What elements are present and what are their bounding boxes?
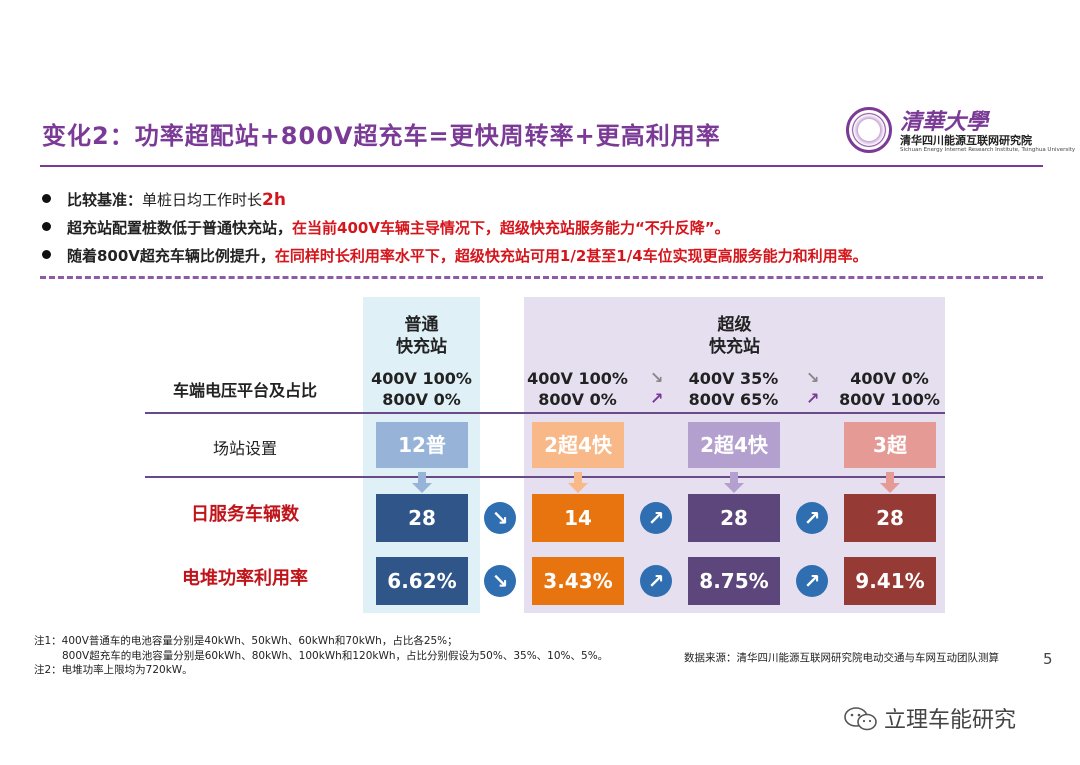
arrow-down-icon: [568, 472, 588, 493]
voltage-col-3: 400V 35% 800V 65%: [676, 368, 791, 410]
note-1a: 注1：400V普通车的电池容量分别是40kWh、50kWh、60kWh和70kW…: [34, 635, 458, 647]
col-head-normal: 普通 快充站: [363, 314, 480, 358]
bullet-red: 2h: [262, 190, 286, 210]
logo-cn-name: 清華大學: [900, 109, 989, 135]
page-number: 5: [1043, 650, 1053, 668]
trend-down-icon: ↘: [650, 368, 664, 387]
row-label-vehicles: 日服务车辆数: [191, 504, 299, 525]
bullet-dot: [42, 250, 51, 259]
note-1b: 800V超充车的电池容量分别是60kWh、80kWh、100kWh和120kWh…: [62, 650, 609, 662]
bullet-1: 比较基准：单桩日均工作时长2h: [42, 189, 286, 210]
voltage-800: 800V 0%: [382, 390, 461, 409]
decrease-arrow-icon: ↘: [484, 565, 516, 597]
increase-arrow-icon: ↗: [796, 565, 828, 597]
col-head-line: 快充站: [709, 337, 760, 357]
config-cell-4: 3超: [844, 422, 936, 468]
decrease-arrow-icon: ↘: [484, 502, 516, 534]
vehicles-cell-1: 28: [376, 494, 468, 542]
voltage-400: 400V 100%: [371, 369, 472, 388]
row-label-voltage: 车端电压平台及占比: [172, 381, 317, 400]
config-cell-3: 2超4快: [688, 422, 780, 468]
row-separator: [145, 476, 945, 478]
dashed-divider: [40, 276, 1043, 279]
bullet-red: 在同样时长利用率水平下，超级快充站可用1/2甚至1/4车位实现更高服务能力和利用…: [274, 247, 868, 265]
increase-arrow-icon: ↗: [640, 502, 672, 534]
arrow-down-icon: [412, 472, 432, 493]
bullet-red: 在当前400V车辆主导情况下，超级快充站服务能力“不升反降”。: [292, 219, 730, 237]
logo-english: Sichuan Energy Internet Research Institu…: [900, 147, 1076, 153]
col-head-line: 普通: [404, 315, 439, 335]
voltage-col-1: 400V 100% 800V 0%: [363, 368, 480, 410]
voltage-col-2: 400V 100% 800V 0%: [520, 368, 635, 410]
voltage-800: 800V 0%: [538, 390, 617, 409]
page-title: 变化2：功率超配站+800V超充车=更快周转率+更高利用率: [42, 122, 721, 150]
col-head-super: 超级 快充站: [524, 314, 945, 358]
watermark-text: 立理车能研究: [884, 708, 1017, 733]
util-cell-2: 3.43%: [532, 557, 624, 605]
util-cell-4: 9.41%: [844, 557, 936, 605]
row-label-config: 场站设置: [212, 439, 277, 458]
voltage-800: 800V 100%: [839, 390, 940, 409]
wechat-icon: [844, 707, 877, 731]
bullet-2: 超充站配置桩数低于普通快充站，在当前400V车辆主导情况下，超级快充站服务能力“…: [42, 217, 730, 238]
bullet-normal: 单桩日均工作时长: [142, 191, 263, 209]
voltage-400: 400V 100%: [527, 369, 628, 388]
col-head-line: 超级: [717, 315, 752, 335]
vehicles-cell-4: 28: [844, 494, 936, 542]
arrow-down-icon: [724, 472, 744, 493]
row-separator: [145, 412, 945, 414]
util-cell-3: 8.75%: [688, 557, 780, 605]
university-seal-icon: [846, 107, 892, 153]
arrow-down-icon: [880, 472, 900, 493]
voltage-col-4: 400V 0% 800V 100%: [832, 368, 947, 410]
bullet-bold: 随着800V超充车辆比例提升，: [67, 247, 275, 265]
voltage-400: 400V 0%: [850, 369, 929, 388]
increase-arrow-icon: ↗: [640, 565, 672, 597]
increase-arrow-icon: ↗: [796, 502, 828, 534]
voltage-400: 400V 35%: [688, 369, 779, 388]
vehicles-cell-3: 28: [688, 494, 780, 542]
bullet-dot: [42, 194, 51, 203]
col-head-line: 快充站: [396, 337, 447, 357]
util-cell-1: 6.62%: [376, 557, 468, 605]
config-cell-2: 2超4快: [532, 422, 624, 468]
config-cell-1: 12普: [376, 422, 468, 468]
bullet-3: 随着800V超充车辆比例提升，在同样时长利用率水平下，超级快充站可用1/2甚至1…: [42, 245, 868, 266]
note-2: 注2：电堆功率上限均为720kW。: [34, 664, 193, 676]
bullet-bold: 比较基准：: [67, 191, 143, 209]
trend-up-icon: ↗: [806, 389, 820, 408]
bullet-dot: [42, 222, 51, 231]
trend-down-icon: ↘: [806, 368, 820, 387]
row-label-util: 电堆功率利用率: [182, 568, 308, 589]
trend-up-icon: ↗: [650, 389, 664, 408]
data-source: 数据来源：清华四川能源互联网研究院电动交通与车网互动团队测算: [684, 652, 999, 664]
header-divider: [40, 165, 1043, 167]
vehicles-cell-2: 14: [532, 494, 624, 542]
bullet-bold: 超充站配置桩数低于普通快充站，: [67, 219, 293, 237]
voltage-800: 800V 65%: [688, 390, 779, 409]
logo-institute: 清华四川能源互联网研究院: [900, 134, 1032, 147]
